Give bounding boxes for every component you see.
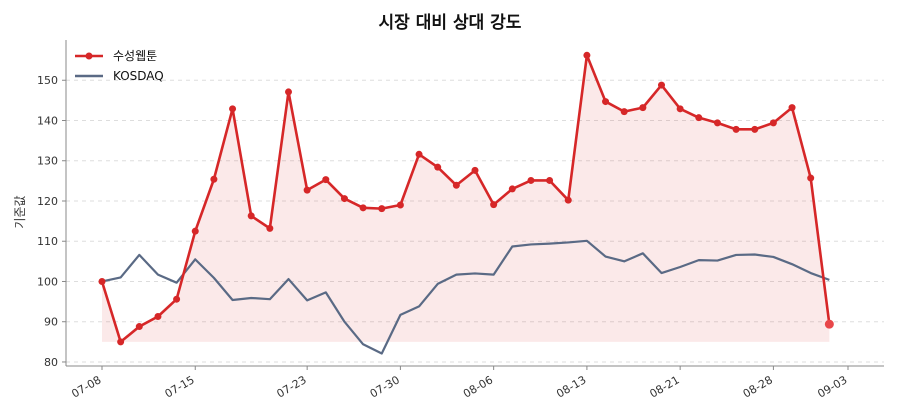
legend-label-1: KOSDAQ	[113, 69, 164, 83]
data-point	[415, 150, 423, 158]
y-tick-label: 100	[37, 275, 58, 288]
x-tick-label: 08-28	[741, 373, 775, 400]
y-tick-label: 110	[37, 235, 58, 248]
x-tick-label: 08-13	[554, 373, 588, 400]
series-line-0	[100, 53, 831, 344]
x-tick-label: 09-03	[815, 373, 849, 400]
data-point	[788, 104, 796, 112]
x-tick-label: 08-21	[647, 373, 681, 400]
y-tick-label: 90	[44, 316, 58, 329]
x-tick-label: 07-30	[368, 373, 402, 400]
data-point	[713, 119, 721, 127]
series-lines	[98, 51, 834, 355]
data-point	[135, 323, 143, 331]
data-point	[751, 125, 759, 133]
data-point	[769, 119, 777, 127]
legend-item-0: 수성웹툰	[75, 49, 157, 63]
x-tick-label: 07-08	[69, 373, 103, 400]
data-point	[229, 105, 237, 113]
area-fill	[102, 55, 830, 342]
x-tick-label: 07-15	[163, 373, 197, 400]
y-tick-label: 130	[37, 155, 58, 168]
data-point	[396, 201, 404, 209]
legend: 수성웹툰 KOSDAQ	[75, 49, 164, 83]
data-point	[564, 196, 572, 204]
data-point	[602, 98, 610, 106]
data-point	[266, 224, 274, 232]
legend-item-1: KOSDAQ	[75, 69, 164, 83]
series-line-1	[101, 239, 830, 355]
data-point	[98, 277, 106, 285]
data-point	[807, 174, 815, 182]
data-point	[732, 125, 740, 133]
data-point	[452, 181, 460, 189]
data-point	[117, 338, 125, 346]
data-point	[639, 104, 647, 112]
y-tick-label: 140	[37, 114, 58, 127]
x-tick-label: 07-23	[274, 373, 308, 400]
data-point	[546, 176, 554, 184]
data-point	[471, 166, 479, 174]
data-point	[824, 319, 834, 329]
data-point	[527, 176, 535, 184]
data-point	[191, 227, 199, 235]
y-tick-label: 80	[44, 356, 58, 369]
data-point	[303, 186, 311, 194]
data-point	[210, 175, 218, 183]
data-point	[378, 205, 386, 213]
data-point	[340, 195, 348, 203]
data-point	[620, 108, 628, 116]
y-tick-label: 150	[37, 74, 58, 87]
series-fill-0	[102, 55, 830, 342]
data-point	[154, 312, 162, 320]
data-point	[285, 88, 292, 96]
data-point	[173, 295, 181, 303]
y-tick-label: 120	[37, 195, 58, 208]
data-point	[247, 212, 255, 220]
legend-label-0: 수성웹툰	[113, 49, 157, 63]
grid-lines	[66, 79, 884, 363]
data-point	[508, 185, 516, 193]
data-point	[359, 204, 367, 212]
x-tick-label: 08-06	[461, 373, 495, 400]
y-axis-label: 기준값	[13, 195, 27, 228]
data-point	[322, 176, 330, 184]
data-point	[695, 114, 703, 122]
data-point	[676, 105, 684, 113]
data-point	[434, 163, 442, 171]
chart-title: 시장 대비 상대 강도	[379, 13, 522, 33]
data-point	[583, 51, 591, 59]
data-point	[490, 201, 498, 209]
data-point	[658, 81, 665, 89]
legend-marker-0	[85, 52, 93, 60]
